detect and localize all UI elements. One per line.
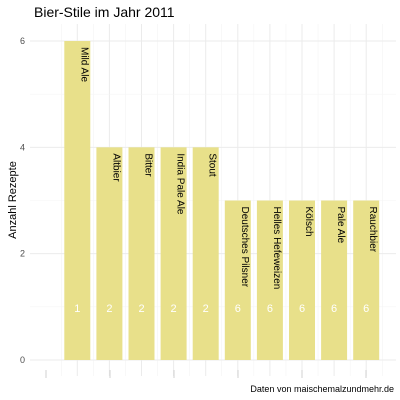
bar-inner-label: 6	[267, 303, 273, 315]
bar	[128, 147, 155, 360]
y-tick-label: 2	[20, 249, 25, 259]
bar-category-label: Altbier	[110, 153, 121, 182]
bars: Mild Ale 1 Altbier 2 Bitter 2 India Pale Ale 2 S…	[64, 41, 380, 360]
chart-caption: Daten von maischemalzundmehr.de	[250, 384, 394, 394]
bar-inner-label: 2	[203, 303, 209, 315]
bar	[353, 200, 380, 360]
bar-category-label: Helles Hefeweizen	[271, 207, 282, 290]
bar	[289, 200, 315, 360]
bar-category-label: Stout	[207, 153, 218, 177]
bar	[64, 41, 91, 360]
bar	[224, 200, 251, 360]
bar-category-label: Rauchbier	[367, 207, 378, 253]
bar-inner-label: 6	[331, 303, 337, 315]
bar	[256, 200, 283, 360]
y-axis-label: Anzahl Rezepte	[7, 161, 19, 239]
y-axis-ticks: 0 2 4 6	[20, 36, 25, 365]
chart-title: Bier-Stile im Jahr 2011	[34, 4, 175, 20]
bar-category-label: India Pale Ale	[175, 153, 186, 215]
y-tick-label: 6	[20, 36, 25, 46]
x-axis-ticks	[45, 370, 367, 378]
bar-category-label: Mild Ale	[78, 47, 89, 82]
y-tick-label: 4	[20, 142, 25, 152]
bar-category-label: Kölsch	[303, 207, 314, 237]
bar-category-label: Bitter	[143, 153, 154, 177]
bar-inner-label: 2	[171, 303, 177, 315]
bar-category-label: Pale Ale	[335, 207, 346, 244]
bar	[96, 147, 123, 360]
bar-category-label: Deutsches Pilsner	[239, 207, 250, 288]
bar	[321, 200, 348, 360]
bar-inner-label: 6	[363, 303, 369, 315]
bar-inner-label: 6	[299, 303, 305, 315]
y-tick-label: 0	[20, 355, 25, 365]
bar	[192, 147, 219, 360]
bar-inner-label: 1	[74, 303, 80, 315]
bar-inner-label: 2	[106, 303, 112, 315]
bar-inner-label: 6	[235, 303, 241, 315]
bar	[160, 147, 187, 360]
bar-inner-label: 2	[138, 303, 144, 315]
